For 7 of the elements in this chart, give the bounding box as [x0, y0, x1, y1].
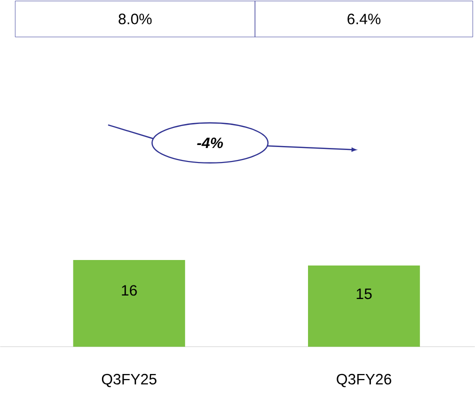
- annotation: -4%: [197, 138, 223, 148]
- x-tick-label: Q3FY25: [102, 374, 156, 388]
- annotation: 6.4%: [348, 14, 380, 24]
- annotation: 8.0%: [118, 14, 152, 24]
- data-label: 15: [356, 288, 372, 300]
- x-tick-label: Q3FY26: [336, 374, 392, 388]
- data-label: 16: [122, 285, 137, 296]
